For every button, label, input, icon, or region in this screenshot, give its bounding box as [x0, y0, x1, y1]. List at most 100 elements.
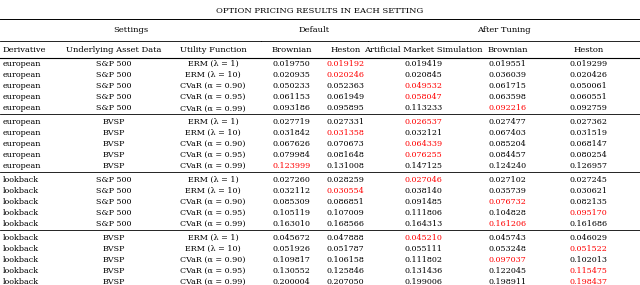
Text: 0.027046: 0.027046 — [404, 176, 442, 184]
Text: 0.027260: 0.027260 — [273, 176, 311, 184]
Text: 0.050233: 0.050233 — [273, 82, 311, 90]
Text: Heston: Heston — [330, 46, 360, 54]
Text: BVSP: BVSP — [103, 278, 125, 285]
Text: european: european — [3, 93, 41, 101]
Text: Artificial Market Simulation: Artificial Market Simulation — [364, 46, 483, 54]
Text: 0.122045: 0.122045 — [488, 267, 527, 275]
Text: european: european — [3, 82, 41, 90]
Text: 0.064339: 0.064339 — [404, 140, 442, 148]
Text: BVSP: BVSP — [103, 162, 125, 170]
Text: BVSP: BVSP — [103, 233, 125, 242]
Text: CVaR (α = 0.99): CVaR (α = 0.99) — [180, 220, 246, 228]
Text: 0.027719: 0.027719 — [273, 118, 311, 126]
Text: lookback: lookback — [3, 256, 38, 264]
Text: S&P 500: S&P 500 — [96, 220, 132, 228]
Text: 0.095895: 0.095895 — [326, 104, 364, 113]
Text: 0.199006: 0.199006 — [404, 278, 442, 285]
Text: 0.027102: 0.027102 — [488, 176, 527, 184]
Text: 0.084457: 0.084457 — [489, 151, 526, 159]
Text: S&P 500: S&P 500 — [96, 104, 132, 113]
Text: 0.019419: 0.019419 — [404, 60, 442, 68]
Text: 0.061153: 0.061153 — [273, 93, 311, 101]
Text: OPTION PRICING RESULTS IN EACH SETTING: OPTION PRICING RESULTS IN EACH SETTING — [216, 7, 424, 15]
Text: 0.207050: 0.207050 — [326, 278, 364, 285]
Text: CVaR (α = 0.90): CVaR (α = 0.90) — [180, 82, 246, 90]
Text: 0.200004: 0.200004 — [273, 278, 310, 285]
Text: 0.124240: 0.124240 — [488, 162, 527, 170]
Text: 0.060551: 0.060551 — [570, 93, 607, 101]
Text: 0.067626: 0.067626 — [273, 140, 311, 148]
Text: 0.076732: 0.076732 — [488, 198, 527, 206]
Text: 0.026537: 0.026537 — [404, 118, 442, 126]
Text: 0.097037: 0.097037 — [489, 256, 526, 264]
Text: 0.104828: 0.104828 — [488, 209, 527, 217]
Text: 0.076255: 0.076255 — [404, 151, 442, 159]
Text: 0.031519: 0.031519 — [569, 129, 607, 137]
Text: 0.052363: 0.052363 — [326, 82, 364, 90]
Text: european: european — [3, 162, 41, 170]
Text: 0.130552: 0.130552 — [273, 267, 311, 275]
Text: 0.068147: 0.068147 — [569, 140, 607, 148]
Text: 0.019551: 0.019551 — [488, 60, 527, 68]
Text: 0.106158: 0.106158 — [326, 256, 364, 264]
Text: CVaR (α = 0.99): CVaR (α = 0.99) — [180, 104, 246, 113]
Text: CVaR (α = 0.99): CVaR (α = 0.99) — [180, 278, 246, 285]
Text: 0.079984: 0.079984 — [273, 151, 311, 159]
Text: 0.036039: 0.036039 — [488, 71, 527, 79]
Text: 0.093186: 0.093186 — [273, 104, 311, 113]
Text: S&P 500: S&P 500 — [96, 198, 132, 206]
Text: CVaR (α = 0.95): CVaR (α = 0.95) — [180, 267, 246, 275]
Text: CVaR (α = 0.95): CVaR (α = 0.95) — [180, 93, 246, 101]
Text: Settings: Settings — [113, 26, 148, 34]
Text: BVSP: BVSP — [103, 118, 125, 126]
Text: 0.163010: 0.163010 — [273, 220, 311, 228]
Text: CVaR (α = 0.95): CVaR (α = 0.95) — [180, 209, 246, 217]
Text: 0.092216: 0.092216 — [488, 104, 527, 113]
Text: 0.131008: 0.131008 — [326, 162, 364, 170]
Text: 0.019299: 0.019299 — [569, 60, 607, 68]
Text: 0.081648: 0.081648 — [326, 151, 364, 159]
Text: 0.020246: 0.020246 — [326, 71, 364, 79]
Text: Heston: Heston — [573, 46, 604, 54]
Text: 0.027245: 0.027245 — [569, 176, 607, 184]
Text: Derivative: Derivative — [3, 46, 46, 54]
Text: european: european — [3, 151, 41, 159]
Text: 0.131436: 0.131436 — [404, 267, 442, 275]
Text: 0.070673: 0.070673 — [326, 140, 364, 148]
Text: 0.102013: 0.102013 — [569, 256, 607, 264]
Text: 0.051522: 0.051522 — [569, 245, 607, 253]
Text: ERM (λ = 10): ERM (λ = 10) — [185, 187, 241, 195]
Text: 0.198437: 0.198437 — [569, 278, 607, 285]
Text: 0.111806: 0.111806 — [404, 209, 442, 217]
Text: 0.168566: 0.168566 — [326, 220, 364, 228]
Text: 0.027331: 0.027331 — [326, 118, 364, 126]
Text: lookback: lookback — [3, 278, 38, 285]
Text: 0.028259: 0.028259 — [326, 176, 364, 184]
Text: lookback: lookback — [3, 267, 38, 275]
Text: european: european — [3, 104, 41, 113]
Text: european: european — [3, 60, 41, 68]
Text: 0.030621: 0.030621 — [569, 187, 607, 195]
Text: lookback: lookback — [3, 245, 38, 253]
Text: european: european — [3, 140, 41, 148]
Text: lookback: lookback — [3, 198, 38, 206]
Text: 0.061715: 0.061715 — [488, 82, 527, 90]
Text: lookback: lookback — [3, 220, 38, 228]
Text: 0.027477: 0.027477 — [489, 118, 526, 126]
Text: S&P 500: S&P 500 — [96, 82, 132, 90]
Text: ERM (λ = 10): ERM (λ = 10) — [185, 71, 241, 79]
Text: european: european — [3, 118, 41, 126]
Text: 0.046029: 0.046029 — [569, 233, 607, 242]
Text: 0.058047: 0.058047 — [404, 93, 442, 101]
Text: After Tuning: After Tuning — [477, 26, 531, 34]
Text: 0.105119: 0.105119 — [273, 209, 311, 217]
Text: european: european — [3, 71, 41, 79]
Text: S&P 500: S&P 500 — [96, 60, 132, 68]
Text: 0.019750: 0.019750 — [273, 60, 310, 68]
Text: 0.164313: 0.164313 — [404, 220, 442, 228]
Text: CVaR (α = 0.90): CVaR (α = 0.90) — [180, 198, 246, 206]
Text: 0.123999: 0.123999 — [273, 162, 311, 170]
Text: 0.020935: 0.020935 — [273, 71, 311, 79]
Text: BVSP: BVSP — [103, 140, 125, 148]
Text: 0.045672: 0.045672 — [273, 233, 311, 242]
